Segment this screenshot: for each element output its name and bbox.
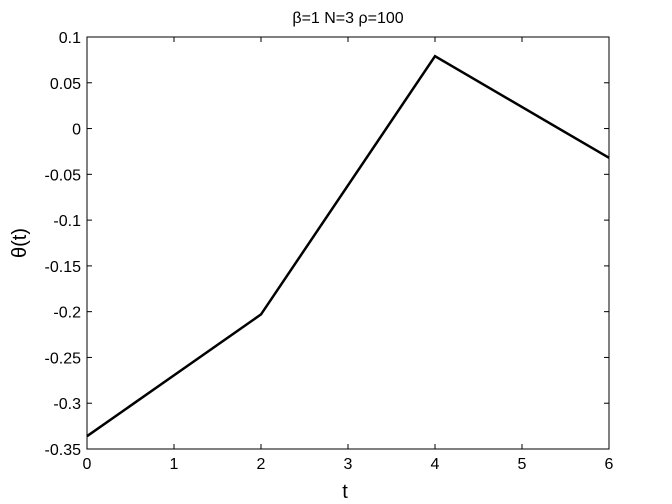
y-tick-label: -0.3 (53, 396, 81, 413)
x-tick-label: 5 (518, 456, 527, 473)
y-axis-label: θ(t) (9, 228, 31, 258)
plot-area (87, 37, 609, 449)
series-line (86, 54, 610, 438)
x-tick-label: 4 (431, 456, 440, 473)
y-axis-ticks: 0.1 0.05 0 -0.05 -0.1 -0.15 -0.2 -0.25 -0.3 -0.35 (45, 30, 609, 459)
y-tick-label: -0.2 (53, 305, 81, 322)
y-tick-label: -0.05 (45, 167, 82, 184)
x-tick-label: 1 (170, 456, 179, 473)
y-tick-label: 0 (72, 122, 81, 139)
x-tick-label: 2 (257, 456, 266, 473)
x-tick-label: 6 (605, 456, 614, 473)
x-axis-label: t (342, 481, 348, 503)
y-tick-label: -0.35 (45, 442, 82, 459)
x-tick-label: 3 (344, 456, 353, 473)
series-layer (86, 54, 610, 438)
y-tick-label: -0.25 (45, 350, 82, 367)
x-axis-ticks: 0 1 2 3 4 5 6 (83, 37, 614, 473)
y-tick-label: 0.1 (59, 30, 81, 47)
y-tick-label: 0.05 (50, 76, 81, 93)
y-tick-label: -0.1 (53, 213, 81, 230)
y-tick-label: -0.15 (45, 259, 82, 276)
x-tick-label: 0 (83, 456, 92, 473)
chart-title: β=1 N=3 ρ=100 (292, 10, 403, 27)
